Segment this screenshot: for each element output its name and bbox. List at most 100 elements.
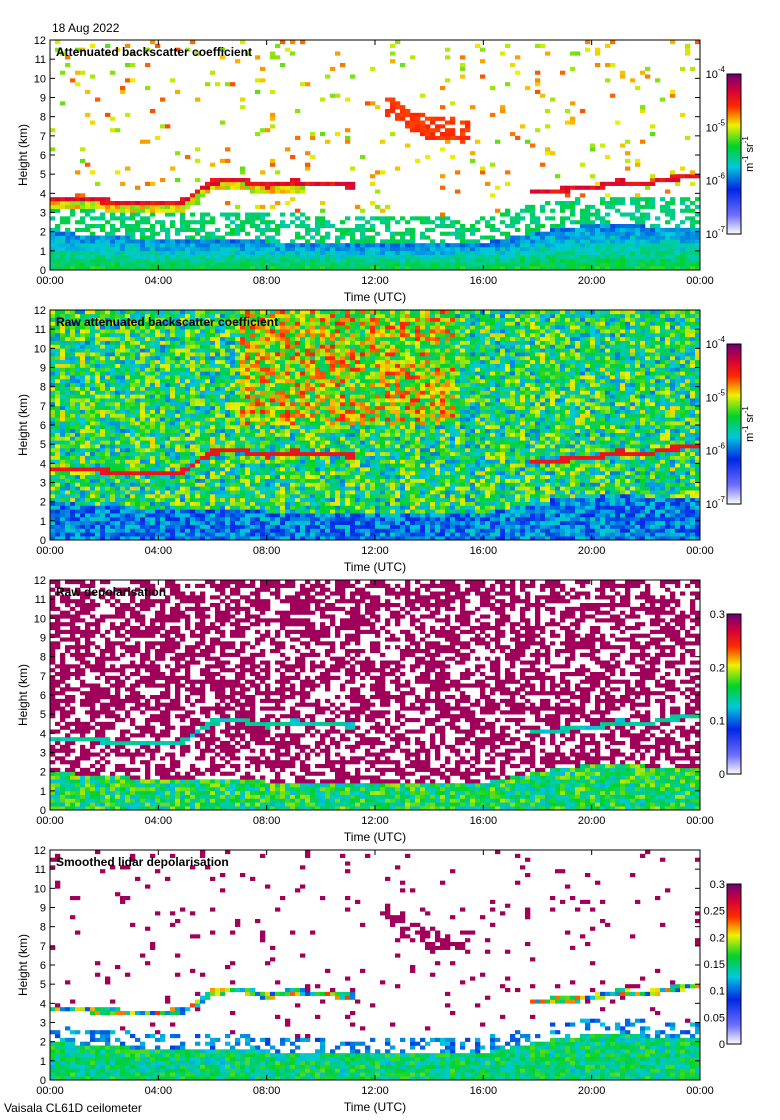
- heatmap-cell: [485, 247, 491, 252]
- heatmap-cell: [180, 405, 186, 410]
- heatmap-cell: [80, 375, 86, 380]
- heatmap-cell: [140, 250, 146, 255]
- heatmap-cell: [60, 501, 66, 506]
- heatmap-cell: [400, 216, 406, 221]
- heatmap-cell: [665, 235, 671, 240]
- heatmap-cell: [50, 128, 56, 133]
- heatmap-cell: [170, 509, 176, 514]
- heatmap-cell: [430, 132, 436, 137]
- heatmap-cell: [195, 379, 201, 384]
- heatmap-cell: [50, 239, 56, 244]
- heatmap-cell: [265, 409, 271, 414]
- heatmap-cell: [190, 254, 196, 259]
- heatmap-cell: [175, 379, 181, 384]
- heatmap-cell: [360, 216, 366, 221]
- heatmap-cell: [50, 455, 56, 460]
- heatmap-cell: [185, 402, 191, 407]
- heatmap-cell: [270, 204, 276, 209]
- heatmap-cell: [230, 448, 236, 453]
- heatmap-cell: [150, 520, 156, 525]
- heatmap-cell: [245, 352, 251, 357]
- heatmap-cell: [105, 325, 111, 330]
- heatmap-cell: [240, 417, 246, 422]
- heatmap-cell: [670, 197, 676, 202]
- heatmap-cell: [270, 262, 276, 267]
- heatmap-cell: [210, 375, 216, 380]
- heatmap-cell: [115, 467, 121, 472]
- heatmap-cell: [560, 247, 566, 252]
- heatmap-cell: [75, 375, 81, 380]
- heatmap-cell: [205, 490, 211, 495]
- heatmap-cell: [605, 262, 611, 267]
- heatmap-cell: [260, 528, 266, 533]
- heatmap-cell: [90, 490, 96, 495]
- heatmap-cell: [355, 224, 361, 229]
- heatmap-cell: [130, 497, 136, 502]
- heatmap-cell: [65, 344, 71, 349]
- heatmap-cell: [50, 409, 56, 414]
- heatmap-cell: [110, 310, 116, 315]
- heatmap-cell: [65, 463, 71, 468]
- heatmap-cell: [180, 310, 186, 315]
- heatmap-cell: [90, 363, 96, 368]
- heatmap-cell: [280, 185, 286, 190]
- heatmap-cell: [150, 321, 156, 326]
- heatmap-cell: [95, 204, 101, 209]
- heatmap-cell: [695, 243, 701, 248]
- heatmap-cell: [250, 375, 256, 380]
- heatmap-cell: [535, 266, 541, 271]
- heatmap-cell: [205, 428, 211, 433]
- heatmap-cell: [210, 344, 216, 349]
- heatmap-cell: [450, 116, 456, 121]
- heatmap-cell: [590, 212, 596, 217]
- heatmap-cell: [320, 254, 326, 259]
- heatmap-cell: [160, 505, 166, 510]
- heatmap-cell: [120, 220, 126, 225]
- heatmap-cell: [155, 333, 161, 338]
- heatmap-cell: [185, 247, 191, 252]
- heatmap-cell: [285, 181, 291, 186]
- heatmap-cell: [200, 517, 206, 522]
- heatmap-cell: [125, 409, 131, 414]
- heatmap-cell: [180, 197, 186, 202]
- heatmap-cell: [215, 517, 221, 522]
- heatmap-cell: [465, 258, 471, 263]
- heatmap-cell: [140, 494, 146, 499]
- heatmap-cell: [180, 486, 186, 491]
- heatmap-cell: [610, 204, 616, 209]
- heatmap-cell: [175, 352, 181, 357]
- colorbar-swatch: [727, 196, 741, 199]
- heatmap-cell: [265, 513, 271, 518]
- heatmap-cell: [575, 254, 581, 259]
- heatmap-cell: [160, 224, 166, 229]
- heatmap-cell: [205, 436, 211, 441]
- heatmap-cell: [240, 178, 246, 183]
- heatmap-cell: [50, 235, 56, 240]
- heatmap-cell: [175, 231, 181, 236]
- heatmap-cell: [90, 235, 96, 240]
- heatmap-cell: [145, 390, 151, 395]
- heatmap-cell: [225, 459, 231, 464]
- heatmap-cell: [250, 517, 256, 522]
- heatmap-cell: [100, 444, 106, 449]
- heatmap-cell: [480, 235, 486, 240]
- heatmap-cell: [170, 517, 176, 522]
- heatmap-cell: [195, 478, 201, 483]
- heatmap-cell: [85, 227, 91, 232]
- heatmap-cell: [155, 208, 161, 213]
- heatmap-cell: [70, 474, 76, 479]
- heatmap-cell: [465, 128, 471, 133]
- heatmap-cell: [65, 348, 71, 353]
- heatmap-cell: [605, 224, 611, 229]
- heatmap-cell: [70, 513, 76, 518]
- heatmap-cell: [130, 440, 136, 445]
- heatmap-cell: [90, 348, 96, 353]
- heatmap-cell: [240, 409, 246, 414]
- heatmap-cell: [205, 501, 211, 506]
- heatmap-cell: [410, 243, 416, 248]
- heatmap-cell: [695, 231, 701, 236]
- heatmap-cell: [50, 497, 56, 502]
- heatmap-cell: [60, 497, 66, 502]
- heatmap-cell: [305, 258, 311, 263]
- heatmap-cell: [80, 247, 86, 252]
